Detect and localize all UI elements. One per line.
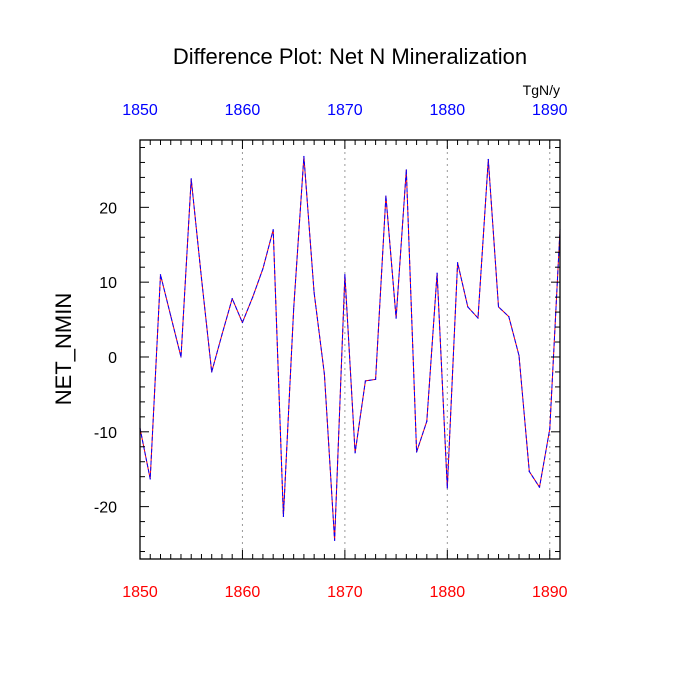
data-point: [303, 155, 305, 158]
x-tick-label-top: 1860: [225, 102, 261, 119]
data-point: [344, 274, 346, 276]
data-point: [200, 277, 203, 280]
data-point: [405, 169, 407, 171]
data-point: [159, 274, 162, 276]
data-point: [528, 470, 530, 473]
data-point: [426, 420, 428, 422]
x-tick-label-bottom: 1880: [430, 584, 466, 601]
data-point: [436, 272, 438, 274]
series-line-secondary: [139, 156, 561, 541]
data-point: [334, 539, 336, 541]
y-tick-label: -10: [94, 425, 117, 442]
data-point: [395, 317, 397, 319]
data-point: [415, 451, 418, 453]
data-point: [456, 262, 459, 264]
data-point: [538, 486, 541, 488]
data-point: [477, 317, 479, 319]
data-point: [549, 428, 551, 430]
grid-lines: [241, 140, 551, 559]
y-tick-label: -20: [94, 500, 117, 517]
data-point: [487, 158, 489, 161]
data-point: [262, 268, 264, 270]
units-label: TgN/y: [523, 82, 560, 98]
x-tick-label-top: 1890: [532, 102, 568, 119]
data-point: [211, 371, 213, 373]
data-point: [190, 178, 192, 180]
data-point: [313, 292, 315, 294]
data-point: [467, 306, 469, 308]
data-point: [241, 321, 244, 324]
series-layer: [139, 155, 561, 541]
chart-title: Difference Plot: Net N Mineralization: [173, 44, 527, 69]
data-point: [231, 298, 233, 300]
x-tick-label-top: 1880: [430, 102, 466, 119]
data-point: [518, 354, 520, 357]
y-tick-label: 20: [99, 200, 117, 217]
axis-ticks: [139, 140, 561, 559]
plot-frame: [139, 139, 561, 560]
x-tick-label-bottom: 1860: [225, 584, 261, 601]
data-point: [323, 373, 325, 375]
x-tick-label-top: 1850: [122, 102, 158, 119]
data-point: [497, 306, 500, 308]
data-point: [170, 315, 172, 317]
x-tick-label-bottom: 1890: [532, 584, 568, 601]
data-point: [252, 296, 254, 298]
data-point: [282, 515, 285, 517]
data-point: [354, 452, 356, 454]
data-point: [508, 315, 510, 318]
data-point: [293, 307, 295, 309]
series-line-primary: [139, 156, 561, 541]
data-point: [364, 380, 366, 382]
data-point: [221, 333, 223, 336]
data-point: [385, 195, 387, 197]
data-point: [375, 378, 377, 381]
x-tick-label-bottom: 1870: [327, 584, 363, 601]
y-tick-label: 10: [99, 275, 117, 292]
tick-labels: 1850 1850 1860 1860 1870 1870 1880 1880 1890 1890…: [94, 102, 568, 601]
data-point: [272, 229, 274, 231]
x-tick-label-bottom: 1850: [122, 584, 158, 601]
y-tick-label: 0: [108, 350, 117, 367]
y-axis-label: NET_NMIN: [51, 293, 76, 405]
data-point: [446, 487, 448, 489]
data-point: [149, 478, 151, 480]
x-tick-label-top: 1870: [327, 102, 363, 119]
data-point: [180, 356, 182, 358]
